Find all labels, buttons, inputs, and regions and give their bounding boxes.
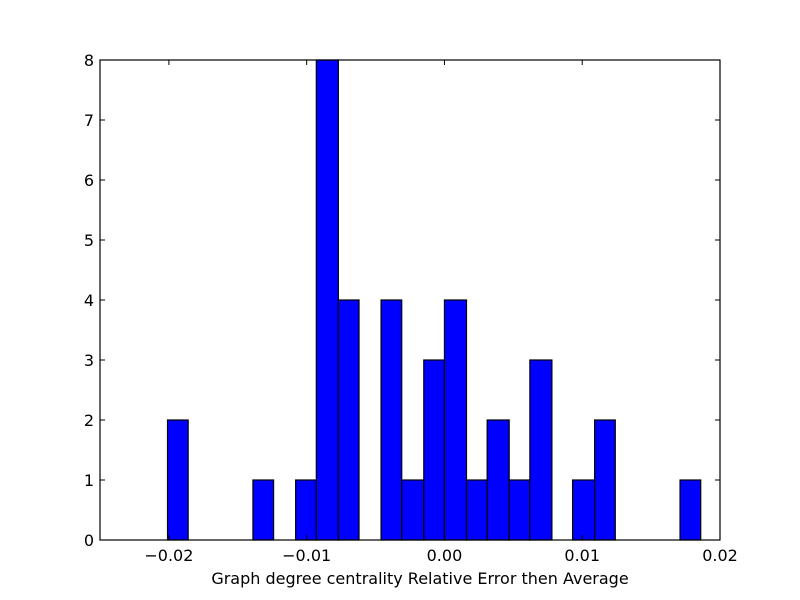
x-tick-label: 0.01	[564, 546, 600, 565]
y-tick-label: 0	[84, 531, 94, 550]
y-tick-label: 7	[84, 111, 94, 130]
plot-frame	[99, 59, 721, 541]
y-tick-label: 2	[84, 411, 94, 430]
y-tick-label: 6	[84, 171, 94, 190]
x-tick-label: −0.02	[144, 546, 193, 565]
histogram-bar	[166, 419, 189, 541]
y-tick-label: 4	[84, 291, 94, 310]
histogram-bar	[529, 359, 553, 541]
histogram-bar	[679, 479, 702, 541]
x-tick-label: 0.02	[702, 546, 738, 565]
histogram-bar	[401, 479, 425, 541]
histogram-bar	[465, 479, 488, 541]
x-tick-label: 0.00	[427, 546, 463, 565]
histogram-bar	[594, 419, 616, 541]
histogram-bar	[295, 479, 317, 541]
y-tick-label: 1	[84, 471, 94, 490]
bars-layer	[166, 59, 702, 541]
histogram-bar	[443, 299, 468, 541]
histogram-bar	[315, 59, 339, 541]
ticks-layer: −0.02 −0.01 0.00 0.01 0.02 0 1 2 3 4 5 6 7 8	[84, 51, 738, 565]
y-tick-label: 3	[84, 351, 94, 370]
histogram-bar	[380, 299, 403, 541]
x-axis-label: Graph degree centrality Relative Error t…	[211, 569, 628, 588]
histogram-bar	[423, 359, 446, 541]
y-tick-label: 5	[84, 231, 94, 250]
histogram-bar	[571, 479, 596, 541]
histogram-bar	[508, 479, 531, 541]
x-tick-label: −0.01	[282, 546, 331, 565]
histogram-bar	[252, 479, 275, 541]
histogram-bar	[486, 419, 510, 541]
histogram-bar	[337, 299, 360, 541]
y-tick-label: 8	[84, 51, 94, 70]
